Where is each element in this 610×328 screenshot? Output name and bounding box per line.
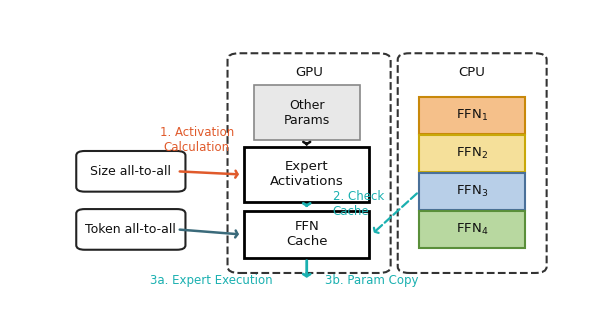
Text: 3a. Expert Execution: 3a. Expert Execution xyxy=(149,274,272,287)
Text: 2. Check
Cache: 2. Check Cache xyxy=(332,190,384,218)
Text: FFN$_1$: FFN$_1$ xyxy=(456,108,489,123)
FancyBboxPatch shape xyxy=(76,209,185,250)
FancyBboxPatch shape xyxy=(419,211,525,248)
Text: Token all-to-all: Token all-to-all xyxy=(85,223,176,236)
Text: Expert
Activations: Expert Activations xyxy=(270,160,343,189)
Text: Size all-to-all: Size all-to-all xyxy=(90,165,171,178)
Text: 1. Activation
Calculation: 1. Activation Calculation xyxy=(160,126,234,154)
Text: 3b. Param Copy: 3b. Param Copy xyxy=(325,274,418,287)
FancyBboxPatch shape xyxy=(419,97,525,134)
Text: GPU: GPU xyxy=(295,66,323,79)
FancyBboxPatch shape xyxy=(244,211,370,258)
FancyBboxPatch shape xyxy=(244,147,370,202)
FancyBboxPatch shape xyxy=(76,151,185,192)
Text: FFN$_3$: FFN$_3$ xyxy=(456,184,489,199)
Text: FFN$_4$: FFN$_4$ xyxy=(456,222,489,237)
Text: FFN
Cache: FFN Cache xyxy=(286,220,328,249)
FancyBboxPatch shape xyxy=(419,135,525,172)
FancyBboxPatch shape xyxy=(419,173,525,210)
Text: FFN$_2$: FFN$_2$ xyxy=(456,146,488,161)
Text: CPU: CPU xyxy=(459,66,486,79)
FancyBboxPatch shape xyxy=(254,85,360,140)
Text: Other
Params: Other Params xyxy=(284,99,330,127)
